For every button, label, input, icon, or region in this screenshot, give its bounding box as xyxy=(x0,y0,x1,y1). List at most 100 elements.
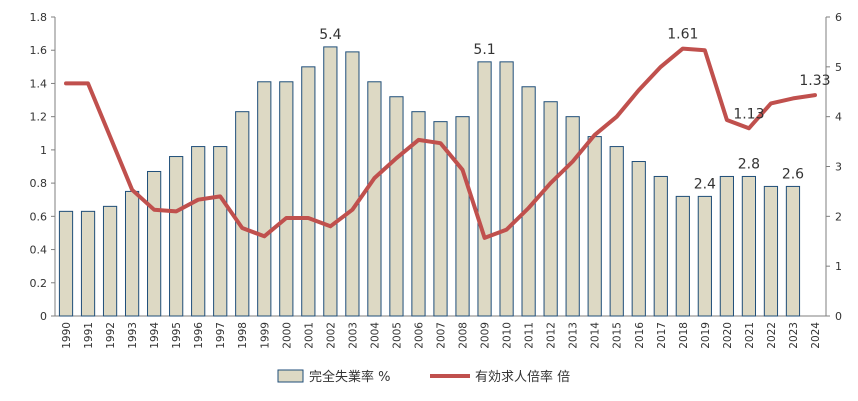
bar xyxy=(169,156,184,317)
bar xyxy=(411,111,426,317)
x-tick-label: 2007 xyxy=(436,322,448,349)
bar xyxy=(697,195,712,317)
data-label: 1.33 xyxy=(799,73,830,89)
line-series xyxy=(64,46,817,240)
x-tick-labels: 1990 1991 1992 1993 1994 1995 1996 1997 1998 1999… xyxy=(61,322,822,349)
bar xyxy=(279,81,294,317)
data-label: 2.6 xyxy=(782,166,804,182)
x-tick-label: 2004 xyxy=(369,322,381,349)
x-tick-label: 1998 xyxy=(237,322,249,349)
bar xyxy=(741,175,757,317)
annotations: 5.4 5.1 2.4 2.8 2.6 1.61 1.13 1.33 xyxy=(319,27,830,193)
y-left-tick-label: 1.4 xyxy=(30,77,48,90)
x-tick-label: 2021 xyxy=(744,322,756,349)
bar xyxy=(499,61,514,317)
x-tick-label: 2010 xyxy=(502,322,514,349)
bar xyxy=(213,146,228,317)
y-right-tick-label: 5 xyxy=(835,61,842,74)
bar xyxy=(301,66,316,317)
bar xyxy=(433,121,448,317)
bar xyxy=(191,146,206,317)
x-tick-label: 1997 xyxy=(215,322,227,349)
data-label: 2.4 xyxy=(694,176,716,192)
x-tick-label: 2006 xyxy=(413,322,425,349)
y-left-tick-label: 0 xyxy=(40,310,47,323)
x-tick-label: 2009 xyxy=(480,322,492,349)
x-tick-label: 1996 xyxy=(193,322,205,349)
x-tick-label: 1999 xyxy=(259,322,271,349)
x-tick-label: 2016 xyxy=(634,322,646,349)
x-tick-label: 2022 xyxy=(766,322,778,349)
bar xyxy=(565,116,580,317)
bar xyxy=(609,146,624,317)
legend: 完全失業率 % 有効求人倍率 倍 xyxy=(277,369,570,385)
legend-label-line: 有効求人倍率 倍 xyxy=(475,369,570,385)
x-tick-label: 2024 xyxy=(810,322,822,349)
x-tick-label: 1993 xyxy=(127,322,139,349)
x-tick-label: 1992 xyxy=(105,322,117,349)
bar xyxy=(477,61,492,317)
legend-swatch-bar xyxy=(277,369,304,383)
y-right-tick-label: 4 xyxy=(835,111,842,124)
x-tick-label: 2018 xyxy=(678,322,690,349)
y-right-tick-label: 6 xyxy=(835,11,842,24)
data-label: 5.1 xyxy=(473,42,495,58)
x-tick-label: 1990 xyxy=(61,322,73,349)
y-left-tick-labels: 0 0.2 0.4 0.6 0.8 1 1.2 1.4 1.6 1.8 xyxy=(30,11,55,323)
bar xyxy=(785,185,801,317)
bar xyxy=(367,81,382,317)
y-left-tick-label: 1.6 xyxy=(30,44,48,57)
x-tick-label: 2015 xyxy=(612,322,624,349)
bar xyxy=(631,161,646,317)
y-left-tick-label: 0.2 xyxy=(30,277,48,290)
y-left-tick-label: 1.2 xyxy=(30,111,48,124)
data-label: 5.4 xyxy=(319,27,341,43)
y-left-tick-label: 1.8 xyxy=(30,11,48,24)
legend-label-bar: 完全失業率 % xyxy=(309,369,391,385)
y-left-tick-label: 0.8 xyxy=(30,177,48,190)
bar xyxy=(675,195,690,317)
y-right-tick-label: 0 xyxy=(835,310,842,323)
bar xyxy=(323,46,338,317)
bar xyxy=(345,51,360,317)
x-tick-label: 2011 xyxy=(524,322,536,349)
x-tick-label: 2012 xyxy=(546,322,558,349)
y-left-tick-label: 0.4 xyxy=(30,244,48,257)
bar xyxy=(653,175,668,317)
y-right-tick-label: 3 xyxy=(835,161,842,174)
bar xyxy=(58,210,74,317)
y-right-tick-label: 1 xyxy=(835,260,842,273)
x-tick-label: 2001 xyxy=(303,322,315,349)
bar xyxy=(455,116,470,317)
x-tick-label: 2014 xyxy=(590,322,602,349)
bar xyxy=(147,170,162,317)
x-tick-label: 2008 xyxy=(458,322,470,349)
bar-series xyxy=(58,46,801,317)
bar xyxy=(543,101,558,317)
x-tick-label: 2002 xyxy=(325,322,337,349)
bar xyxy=(763,185,779,317)
line-path xyxy=(64,46,817,240)
x-tick-label: 2013 xyxy=(568,322,580,349)
bar xyxy=(124,190,140,317)
bar xyxy=(235,111,250,317)
data-label: 1.61 xyxy=(667,27,698,43)
y-left-tick-label: 0.6 xyxy=(30,210,48,223)
y-right-tick-labels: 0 1 2 3 4 5 6 xyxy=(826,11,842,323)
x-tick-label: 2020 xyxy=(722,322,734,349)
data-label: 2.8 xyxy=(738,156,760,172)
y-left-tick-label: 1 xyxy=(40,144,47,157)
bar xyxy=(719,175,734,317)
x-tick-label: 2003 xyxy=(347,322,359,349)
bar xyxy=(389,96,404,317)
x-tick-label: 2023 xyxy=(788,322,800,349)
x-tick-label: 2000 xyxy=(281,322,293,349)
bar xyxy=(80,210,96,317)
x-tick-label: 1991 xyxy=(83,322,95,349)
bar xyxy=(102,205,118,317)
x-tick-label: 1995 xyxy=(171,322,183,349)
x-tick-label: 2005 xyxy=(391,322,403,349)
y-right-tick-label: 2 xyxy=(835,210,842,223)
x-tick-label: 1994 xyxy=(149,322,161,349)
